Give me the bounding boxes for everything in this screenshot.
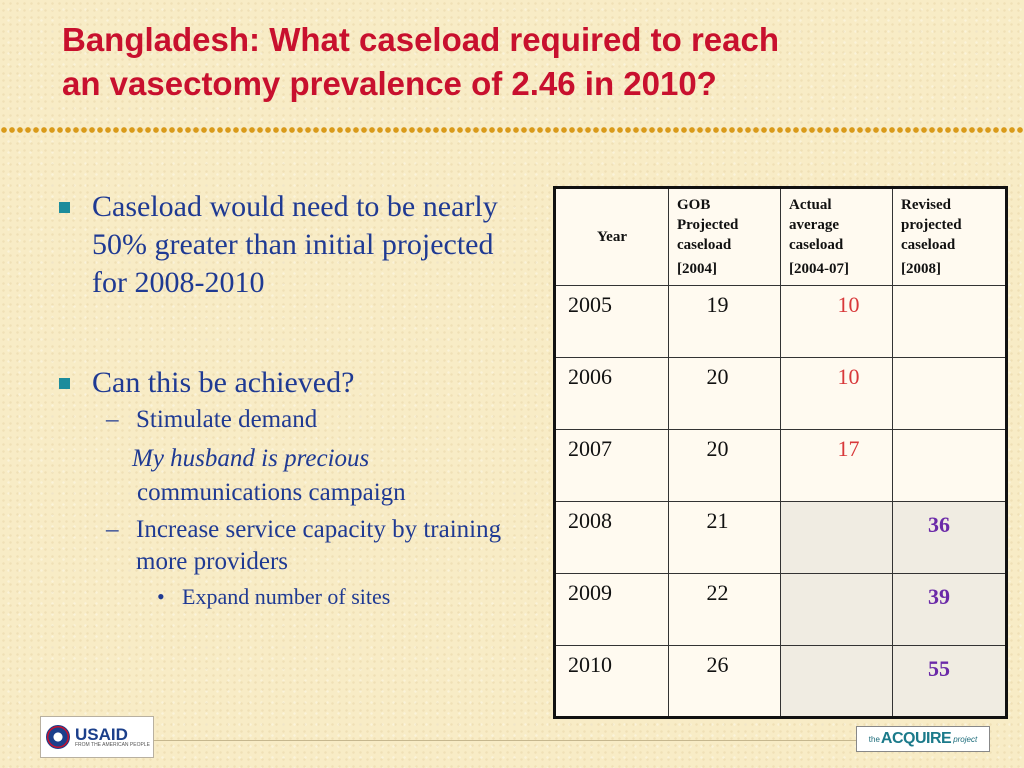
sub-bullet-stimulate-text: Stimulate demand — [136, 406, 318, 433]
sub-sub-bullet-sites-text: Expand number of sites — [182, 584, 391, 609]
campaign-rest: communications campaign — [137, 479, 406, 506]
dash-marker: – — [106, 406, 119, 433]
table-row: 2008 21 36 — [554, 501, 1007, 574]
header-gob-label: GOB Projected caseload — [677, 197, 739, 253]
acquire-project: project — [953, 734, 978, 744]
title-line-2: an vasectomy prevalence of 2.46 in 2010? — [62, 65, 717, 102]
cell-actual: 10 — [780, 285, 893, 358]
campaign-text: My husband is precious communications ca… — [56, 442, 526, 510]
cell-year: 2006 — [554, 357, 669, 430]
header-actual: Actual average caseload [2004-07] — [780, 187, 893, 286]
cell-gob: 22 — [668, 573, 781, 646]
acquire-name: ACQUIRE — [880, 730, 952, 747]
cell-actual — [780, 573, 893, 646]
slide-title: Bangladesh: What caseload required to re… — [62, 18, 962, 106]
sub-bullet-capacity-text: Increase service capacity by training mo… — [136, 516, 502, 575]
table-row: 2010 26 55 — [554, 645, 1007, 718]
header-gob-year: [2004] — [677, 261, 717, 277]
cell-year: 2008 — [554, 501, 669, 574]
acquire-logo: the ACQUIRE project — [856, 726, 990, 752]
table-header-row: Year GOB Projected caseload [2004] Actua… — [554, 187, 1007, 286]
table-row: 2007 20 17 — [554, 429, 1007, 502]
bullet-list: Caseload would need to be nearly 50% gre… — [56, 188, 526, 612]
sub-bullet-capacity: – Increase service capacity by training … — [56, 514, 526, 578]
usaid-wordmark: USAID FROM THE AMERICAN PEOPLE — [75, 726, 150, 748]
cell-year: 2005 — [554, 285, 669, 358]
sub-bullet-stimulate: – Stimulate demand — [56, 404, 526, 436]
bullet-achieved-text: Can this be achieved? — [92, 366, 355, 399]
cell-revised — [892, 429, 1007, 502]
bullet-caseload: Caseload would need to be nearly 50% gre… — [56, 188, 526, 302]
header-actual-years: [2004-07] — [789, 261, 849, 277]
header-year: Year — [554, 187, 669, 286]
cell-actual — [780, 501, 893, 574]
dotted-divider — [0, 125, 1024, 135]
dot-marker: • — [157, 584, 165, 609]
cell-year: 2007 — [554, 429, 669, 502]
footer-divider — [40, 740, 990, 741]
dash-marker: – — [106, 516, 119, 543]
table-row: 2009 22 39 — [554, 573, 1007, 646]
acquire-the: the — [868, 734, 880, 744]
campaign-name: My husband is precious — [132, 445, 370, 472]
usaid-tagline: FROM THE AMERICAN PEOPLE — [75, 742, 150, 748]
header-revised-year: [2008] — [901, 261, 941, 277]
cell-gob: 20 — [668, 429, 781, 502]
bullet-caseload-text: Caseload would need to be nearly 50% gre… — [92, 190, 498, 299]
cell-gob: 26 — [668, 645, 781, 718]
header-revised: Revised projected caseload [2008] — [892, 187, 1007, 286]
header-actual-label: Actual average caseload — [789, 197, 844, 253]
cell-revised: 36 — [892, 501, 1007, 574]
bullet-square-icon — [59, 378, 70, 389]
title-line-1: Bangladesh: What caseload required to re… — [62, 21, 780, 58]
table-row: 2005 19 10 — [554, 285, 1007, 358]
bullet-square-icon — [59, 202, 70, 213]
header-revised-label: Revised projected caseload — [901, 197, 962, 253]
cell-year: 2010 — [554, 645, 669, 718]
table-row: 2006 20 10 — [554, 357, 1007, 430]
sub-sub-bullet-sites: • Expand number of sites — [56, 582, 526, 612]
cell-revised: 39 — [892, 573, 1007, 646]
cell-revised — [892, 357, 1007, 430]
usaid-name: USAID — [75, 725, 128, 744]
cell-actual — [780, 645, 893, 718]
cell-gob: 20 — [668, 357, 781, 430]
cell-actual: 10 — [780, 357, 893, 430]
usaid-logo: USAID FROM THE AMERICAN PEOPLE — [40, 716, 154, 758]
cell-revised — [892, 285, 1007, 358]
cell-actual: 17 — [780, 429, 893, 502]
cell-revised: 55 — [892, 645, 1007, 718]
caseload-table: Year GOB Projected caseload [2004] Actua… — [553, 186, 1008, 719]
cell-year: 2009 — [554, 573, 669, 646]
usaid-seal-icon — [46, 725, 70, 749]
cell-gob: 21 — [668, 501, 781, 574]
header-gob: GOB Projected caseload [2004] — [668, 187, 781, 286]
cell-gob: 19 — [668, 285, 781, 358]
bullet-achieved: Can this be achieved? — [56, 364, 526, 402]
